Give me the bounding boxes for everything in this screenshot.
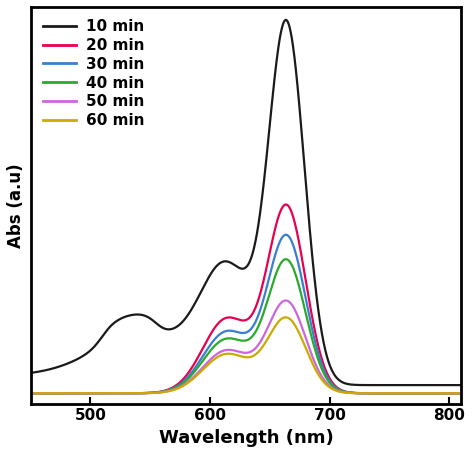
30 min [254,316,260,321]
50 min [85,390,91,396]
30 min [458,390,464,396]
10 min [458,382,464,388]
10 min [254,231,260,237]
60 min [263,339,269,345]
30 min [283,232,289,237]
30 min [263,288,269,293]
Y-axis label: Abs (a.u): Abs (a.u) [7,163,25,247]
10 min [85,350,91,355]
50 min [458,390,464,396]
60 min [458,390,464,396]
60 min [283,315,289,320]
50 min [27,390,33,396]
40 min [254,327,260,332]
40 min [100,390,106,396]
60 min [455,390,461,396]
50 min [263,329,269,334]
20 min [100,390,106,396]
30 min [215,334,220,339]
50 min [283,298,289,303]
30 min [85,390,91,396]
40 min [85,390,91,396]
Line: 40 min: 40 min [30,259,461,393]
40 min [456,390,462,396]
60 min [173,386,179,392]
50 min [456,390,461,396]
60 min [215,355,220,360]
10 min [173,325,179,330]
60 min [85,390,91,396]
Line: 30 min: 30 min [30,235,461,393]
60 min [254,350,260,356]
20 min [254,301,260,307]
50 min [173,386,179,392]
20 min [215,321,220,327]
20 min [283,202,289,207]
10 min [215,262,220,268]
Line: 10 min: 10 min [30,20,461,385]
Line: 50 min: 50 min [30,301,461,393]
40 min [27,390,33,396]
20 min [263,268,269,273]
Line: 60 min: 60 min [30,317,461,393]
10 min [100,333,106,338]
60 min [27,390,33,396]
40 min [215,340,220,346]
30 min [456,390,462,396]
40 min [458,390,464,396]
50 min [254,344,260,350]
Legend: 10 min, 20 min, 30 min, 40 min, 50 min, 60 min: 10 min, 20 min, 30 min, 40 min, 50 min, … [38,15,148,133]
20 min [173,383,179,388]
30 min [173,384,179,390]
30 min [27,390,33,396]
20 min [457,390,463,396]
X-axis label: Wavelength (nm): Wavelength (nm) [158,429,333,447]
20 min [85,390,91,396]
10 min [263,161,269,167]
10 min [283,17,289,23]
40 min [263,303,269,309]
20 min [27,390,33,396]
20 min [458,390,464,396]
50 min [215,351,220,356]
40 min [283,257,289,262]
30 min [100,390,106,396]
40 min [173,385,179,390]
Line: 20 min: 20 min [30,204,461,393]
60 min [100,390,106,396]
50 min [100,390,106,396]
10 min [27,370,33,376]
